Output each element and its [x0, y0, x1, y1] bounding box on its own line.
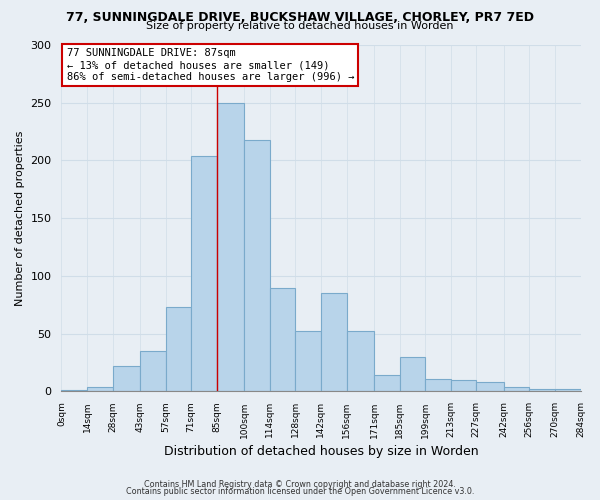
Text: Contains HM Land Registry data © Crown copyright and database right 2024.: Contains HM Land Registry data © Crown c…	[144, 480, 456, 489]
Bar	[295, 332, 321, 392]
Bar	[113, 366, 140, 392]
Bar	[400, 357, 425, 392]
Bar	[61, 390, 87, 392]
Bar	[191, 156, 217, 392]
Text: Contains public sector information licensed under the Open Government Licence v3: Contains public sector information licen…	[126, 487, 474, 496]
Bar	[140, 351, 166, 392]
Bar	[87, 387, 113, 392]
Bar	[166, 307, 191, 392]
Bar	[504, 387, 529, 392]
Bar	[425, 379, 451, 392]
Text: 77, SUNNINGDALE DRIVE, BUCKSHAW VILLAGE, CHORLEY, PR7 7ED: 77, SUNNINGDALE DRIVE, BUCKSHAW VILLAGE,…	[66, 11, 534, 24]
Bar	[321, 294, 347, 392]
Bar	[374, 376, 400, 392]
Bar	[476, 382, 504, 392]
Bar	[529, 389, 555, 392]
Bar	[244, 140, 270, 392]
Bar	[217, 102, 244, 392]
Text: 77 SUNNINGDALE DRIVE: 87sqm
← 13% of detached houses are smaller (149)
86% of se: 77 SUNNINGDALE DRIVE: 87sqm ← 13% of det…	[67, 48, 354, 82]
Bar	[555, 389, 581, 392]
Bar	[270, 288, 295, 392]
Bar	[347, 332, 374, 392]
X-axis label: Distribution of detached houses by size in Worden: Distribution of detached houses by size …	[164, 444, 478, 458]
Y-axis label: Number of detached properties: Number of detached properties	[15, 130, 25, 306]
Bar	[451, 380, 476, 392]
Text: Size of property relative to detached houses in Worden: Size of property relative to detached ho…	[146, 21, 454, 31]
